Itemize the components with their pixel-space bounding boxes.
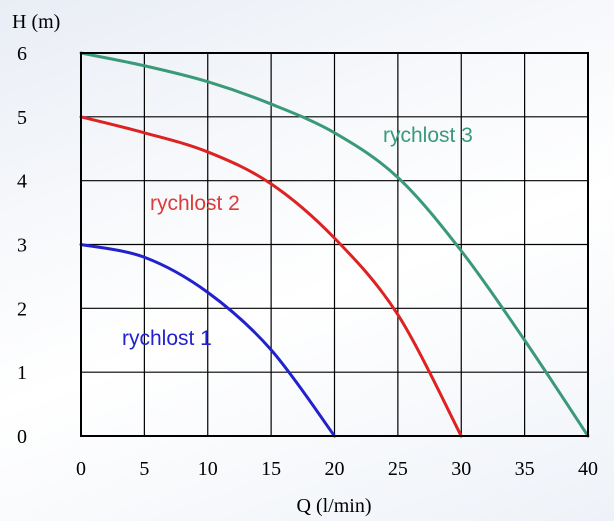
series-line-rychlost-3 — [79, 51, 590, 438]
series-line-rychlost-1 — [79, 243, 336, 438]
series-label-rychlost-2: rychlost 2 — [150, 192, 240, 215]
series-lines — [79, 51, 590, 438]
x-tick-label: 20 — [325, 458, 345, 480]
x-tick-label: 25 — [388, 458, 408, 480]
x-tick-label: 10 — [198, 458, 218, 480]
x-tick-label: 5 — [139, 458, 149, 480]
plot-frame — [80, 52, 589, 437]
series-label-rychlost-1: rychlost 1 — [122, 327, 212, 350]
y-tick-label: 1 — [17, 362, 27, 384]
y-tick-label: 3 — [17, 235, 27, 257]
y-tick-label: 5 — [17, 107, 27, 129]
x-tick-label: 0 — [76, 458, 86, 480]
x-tick-label: 40 — [578, 458, 598, 480]
y-tick-label: 6 — [17, 43, 27, 65]
series-label-rychlost-3: rychlost 3 — [383, 124, 473, 147]
x-tick-label: 15 — [261, 458, 281, 480]
y-tick-label: 4 — [17, 171, 27, 193]
y-axis-label: H (m) — [12, 11, 60, 33]
y-tick-label: 2 — [17, 298, 27, 320]
x-tick-label: 35 — [515, 458, 535, 480]
x-tick-label: 30 — [451, 458, 471, 480]
series-line-rychlost-2 — [79, 115, 463, 438]
y-tick-label: 0 — [17, 426, 27, 448]
tick-labels: 0 5 10 15 20 25 30 35 40 0 1 2 3 4 5 6 — [17, 43, 598, 480]
x-axis-label: Q (l/min) — [297, 495, 372, 517]
grid — [80, 52, 589, 437]
